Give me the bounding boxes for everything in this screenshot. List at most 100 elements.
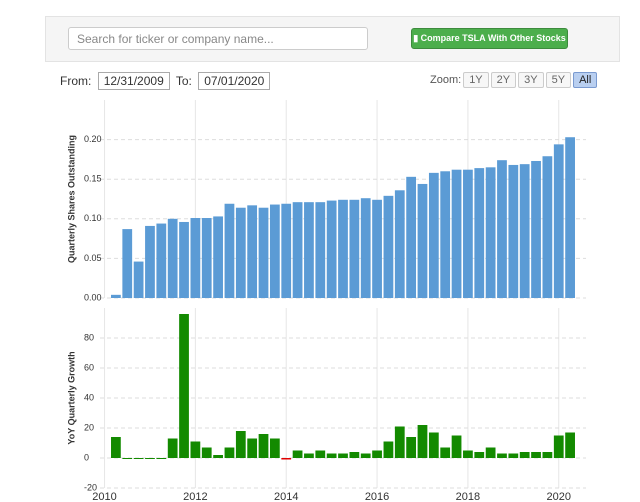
bar: [485, 167, 496, 298]
bar: [213, 455, 223, 458]
bar: [428, 172, 439, 298]
bar: [235, 207, 246, 298]
bar: [565, 432, 575, 458]
y-tick-label: 0.15: [84, 174, 102, 184]
x-tick-label: 2018: [456, 491, 480, 502]
bar: [451, 169, 462, 298]
bar: [292, 450, 303, 458]
bar: [213, 216, 223, 298]
from-date[interactable]: 12/31/2009: [97, 72, 170, 90]
bar: [145, 225, 155, 298]
bar: [485, 447, 496, 458]
zoom-button[interactable]: 3Y: [518, 72, 544, 88]
bar: [338, 453, 348, 458]
x-tick-label: 2014: [274, 491, 298, 502]
bar: [497, 453, 507, 458]
bar: [349, 199, 360, 298]
bar: [394, 190, 405, 298]
bar: [417, 183, 428, 298]
zoom-button[interactable]: All: [573, 72, 598, 88]
bar: [394, 426, 405, 458]
bar: [145, 458, 155, 459]
bar: [531, 452, 541, 458]
bar: [201, 447, 212, 458]
bar: [235, 431, 246, 458]
bar: [133, 458, 144, 459]
bar: [372, 199, 382, 298]
bar: [565, 137, 575, 298]
bar: [531, 160, 541, 298]
bar: [201, 218, 212, 298]
bar: [519, 452, 530, 458]
bar: [179, 314, 189, 458]
y-tick-label: 60: [84, 362, 94, 372]
bar: [428, 432, 439, 458]
bar: [190, 218, 201, 298]
bar: [519, 164, 530, 298]
bar: [258, 207, 269, 298]
bar: [360, 198, 371, 298]
date-range: From: 12/31/2009 To: 07/01/2020: [60, 72, 273, 90]
bar: [474, 452, 485, 458]
bar: [497, 160, 507, 298]
bar: [111, 294, 121, 298]
bar: [542, 452, 553, 458]
bar: [553, 144, 564, 298]
to-label: To:: [175, 74, 192, 88]
bar: [111, 437, 121, 458]
bar: [247, 205, 258, 298]
bar: [224, 447, 235, 458]
x-tick-label: 2020: [547, 491, 571, 502]
bar: [304, 202, 314, 298]
to-date[interactable]: 07/01/2020: [198, 72, 271, 90]
bar: [417, 425, 428, 458]
zoom-label: Zoom:: [430, 74, 462, 86]
y-axis-title: Quarterly Shares Outstanding: [66, 135, 76, 263]
x-tick-label: 2010: [92, 491, 116, 502]
y-tick-label: 20: [84, 422, 94, 432]
bar: [133, 261, 144, 298]
bar: [326, 453, 337, 458]
compare-label: Compare TSLA With Other Stocks: [420, 33, 566, 43]
bar: [167, 438, 178, 458]
toolbar: Search for ticker or company name... ▮ C…: [45, 16, 620, 62]
bar: [440, 447, 451, 458]
bar: [553, 435, 564, 458]
bar: [508, 453, 519, 458]
y-tick-label: 0.10: [84, 213, 102, 223]
x-tick-label: 2016: [365, 491, 389, 502]
zoom-button[interactable]: 1Y: [463, 72, 489, 88]
zoom: Zoom: 1Y 2Y 3Y 5Y All: [430, 72, 598, 88]
bar: [360, 453, 371, 458]
bar: [338, 199, 348, 298]
compare-button[interactable]: ▮ Compare TSLA With Other Stocks: [411, 28, 568, 49]
from-label: From:: [60, 74, 92, 88]
y-tick-label: 0.00: [84, 292, 102, 302]
bar: [406, 437, 417, 458]
y-tick-label: 80: [84, 332, 94, 342]
bar: [406, 176, 417, 298]
zoom-button[interactable]: 5Y: [545, 72, 572, 88]
bar: [281, 458, 292, 460]
bar: [190, 441, 201, 458]
bar: [292, 202, 303, 298]
search-input[interactable]: Search for ticker or company name...: [68, 27, 368, 50]
bar: [383, 441, 394, 458]
bar: [122, 229, 133, 298]
bar: [167, 218, 178, 298]
zoom-button[interactable]: 2Y: [490, 72, 517, 88]
y-tick-label: 40: [84, 392, 94, 402]
bar: [179, 221, 189, 298]
y-tick-label: 0.05: [84, 253, 102, 263]
bar: [269, 438, 280, 458]
y-tick-label: 0: [84, 452, 89, 462]
bar: [281, 203, 292, 298]
y-tick-label: 0.20: [84, 134, 102, 144]
bar: [451, 435, 462, 458]
y-axis-title: YoY Quarterly Growth: [66, 351, 76, 444]
bar: [315, 202, 326, 298]
bar: [474, 168, 485, 298]
bar: [156, 223, 167, 298]
bar: [383, 195, 394, 298]
